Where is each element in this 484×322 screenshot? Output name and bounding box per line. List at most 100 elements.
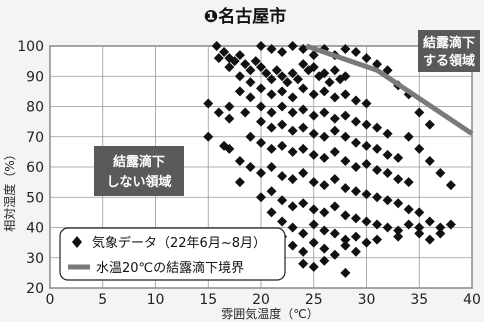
data-point: [319, 107, 330, 118]
data-point: [361, 53, 372, 64]
data-point: [361, 216, 372, 227]
data-point: [424, 234, 435, 245]
data-point: [308, 89, 319, 100]
data-point: [361, 158, 372, 169]
data-point: [361, 119, 372, 130]
data-point: [308, 219, 319, 230]
data-point: [298, 83, 309, 94]
data-point: [219, 47, 230, 58]
data-point: [324, 77, 335, 88]
data-point: [350, 137, 361, 148]
data-point: [340, 131, 351, 142]
x-tick-label: 25: [305, 292, 323, 308]
data-point: [266, 162, 277, 172]
data-point: [382, 128, 393, 139]
x-axis-label: 雰囲気温度（℃）: [221, 306, 318, 321]
data-point: [240, 107, 251, 118]
y-tick-label: 80: [26, 100, 44, 116]
annotation-drip-line2: する領域: [423, 53, 475, 69]
data-point: [308, 50, 319, 61]
data-point: [287, 68, 298, 79]
y-tick-label: 50: [26, 190, 44, 206]
data-point: [424, 119, 435, 130]
data-point: [261, 68, 272, 79]
data-point: [372, 165, 383, 176]
data-point: [266, 74, 277, 85]
data-point: [234, 50, 245, 61]
data-point: [308, 149, 319, 160]
data-point: [287, 125, 298, 136]
data-point: [350, 162, 361, 172]
data-point: [277, 119, 288, 130]
data-point: [319, 131, 330, 142]
x-tick-label: 15: [199, 292, 217, 308]
data-point: [372, 192, 383, 203]
data-point: [298, 228, 309, 239]
data-point: [435, 228, 446, 239]
data-point: [213, 53, 224, 64]
data-point: [350, 231, 361, 242]
data-point: [213, 107, 224, 118]
data-point: [298, 198, 309, 209]
data-points: [203, 41, 456, 278]
data-point: [287, 92, 298, 103]
data-point: [329, 125, 340, 136]
data-point: [414, 143, 425, 154]
data-point: [340, 71, 351, 82]
data-point: [266, 186, 277, 197]
data-point: [372, 122, 383, 133]
data-point: [277, 171, 288, 182]
data-point: [319, 68, 330, 79]
data-point: [256, 101, 266, 112]
data-point: [287, 146, 298, 157]
data-point: [287, 240, 298, 251]
data-point: [319, 152, 330, 163]
x-tick-label: 0: [46, 292, 55, 308]
data-point: [256, 116, 266, 127]
y-tick-label: 90: [26, 69, 44, 85]
data-point: [224, 143, 235, 154]
data-point: [298, 143, 309, 154]
y-axis-ticks: 20 30 40 50 60 70 80 90 100: [17, 39, 44, 297]
data-point: [350, 47, 361, 58]
x-tick-label: 20: [252, 292, 270, 308]
data-point: [224, 62, 235, 73]
data-point: [298, 122, 309, 133]
data-point: [298, 246, 309, 257]
data-point: [277, 47, 288, 58]
y-axis-label: 相対湿度（%）: [2, 148, 17, 231]
data-point: [445, 219, 456, 230]
data-point: [340, 155, 351, 166]
data-point: [308, 177, 319, 188]
data-point: [393, 174, 404, 185]
data-point: [382, 149, 393, 160]
data-point: [361, 98, 372, 109]
data-point: [298, 59, 309, 70]
data-point: [271, 65, 282, 76]
data-point: [203, 131, 214, 142]
data-point: [403, 219, 414, 230]
x-axis-ticks: 0 5 10 15 20 25 30 35 40: [46, 292, 481, 308]
data-point: [277, 195, 288, 206]
data-point: [282, 77, 293, 88]
data-point: [414, 228, 425, 239]
data-point: [245, 131, 256, 142]
y-tick-label: 70: [26, 130, 44, 146]
annotation-no-drip-line1: 結露滴下: [113, 154, 165, 170]
data-point: [350, 116, 361, 127]
data-point: [393, 152, 404, 163]
data-point: [319, 86, 330, 97]
data-point: [277, 101, 288, 112]
data-point: [361, 140, 372, 151]
data-point: [266, 89, 277, 100]
data-point: [382, 195, 393, 206]
data-point: [308, 237, 319, 248]
data-point: [340, 210, 351, 221]
y-tick-label: 60: [26, 160, 44, 176]
data-point: [340, 234, 351, 245]
data-point: [340, 240, 351, 251]
data-point: [372, 234, 383, 245]
data-point: [287, 222, 298, 233]
data-point: [256, 83, 266, 94]
